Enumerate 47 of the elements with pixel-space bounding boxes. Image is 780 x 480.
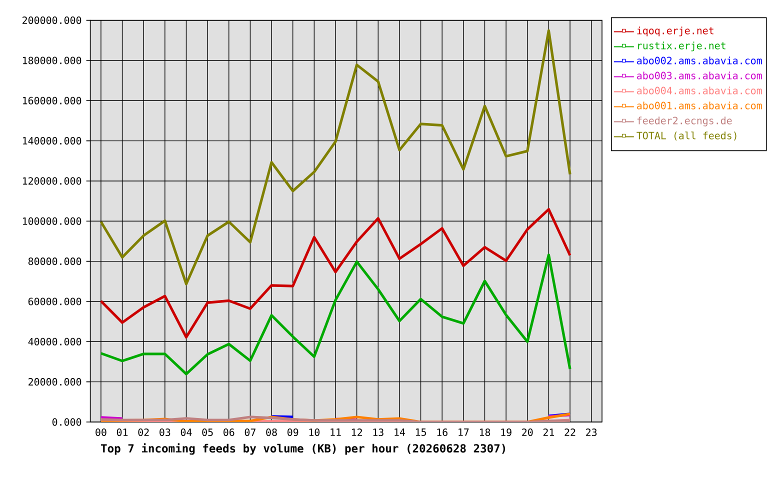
text: Top 7 incoming feeds by volume (KB) per hour (20260628 2307) — [101, 443, 506, 455]
line-series — [100, 29, 572, 286]
x-tick-label: 15 — [416, 428, 426, 436]
x-tick-label: 08 — [266, 428, 277, 436]
legend-label: abo001.ams.abavia.com — [637, 102, 762, 110]
y-tick-label: 120000.000 — [23, 177, 82, 185]
x-tick-label: 23 — [586, 428, 597, 436]
x-tick-label: 18 — [480, 428, 490, 436]
legend-label: abo004.ams.abavia.com — [637, 86, 762, 94]
x-tick-label: 10 — [309, 428, 320, 436]
x-tick-label: 21 — [543, 428, 554, 436]
x-tick-label: 19 — [501, 428, 512, 436]
x-tick-label: 09 — [287, 428, 298, 436]
y-tick-label: 0.000 — [52, 418, 82, 426]
x-tick-label: 11 — [330, 428, 341, 436]
x-tick-label: 06 — [224, 428, 234, 436]
x-tick-label: 00 — [96, 428, 106, 436]
y-tick-label: 140000.000 — [23, 137, 82, 145]
y-tick-label: 80000.000 — [28, 258, 82, 266]
y-tick-label: 200000.000 — [22, 16, 82, 24]
line-series — [100, 208, 572, 339]
line-series — [100, 254, 572, 376]
y-tick-label: 160000.000 — [23, 96, 82, 104]
x-tick-label: 22 — [564, 428, 576, 436]
y-tick-label: 60000.000 — [28, 298, 82, 306]
x-tick-label: 20 — [522, 428, 533, 436]
x-tick-label: 17 — [458, 428, 469, 436]
x-tick-label: 16 — [437, 428, 448, 436]
x-tick-label: 05 — [202, 428, 213, 436]
legend-label: rustix.erje.net — [638, 42, 726, 52]
legend-label: TOTAL (all feeds) — [636, 132, 736, 141]
x-tick-label: 13 — [373, 428, 384, 436]
legend-label: feeder2.ecngs.de — [637, 116, 732, 126]
y-tick-label: 180000.000 — [23, 56, 82, 64]
x-tick-label: 12 — [352, 428, 362, 436]
y-tick-label: 40000.000 — [28, 338, 82, 346]
x-tick-label: 03 — [160, 428, 170, 436]
legend-label: abo003.ams.abavia.com — [637, 72, 762, 80]
x-tick-label: 02 — [138, 428, 149, 436]
y-tick-label: 20000.000 — [28, 378, 82, 386]
x-tick-label: 04 — [180, 428, 192, 436]
x-tick-label: 07 — [244, 428, 256, 436]
legend-label: abo002.ams.abavia.com — [637, 56, 762, 64]
legend-label: iqoq.erje.net — [637, 26, 714, 36]
x-tick-label: 01 — [116, 428, 128, 436]
y-tick-label: 100000.000 — [23, 217, 82, 225]
x-tick-label: 14 — [394, 428, 405, 436]
